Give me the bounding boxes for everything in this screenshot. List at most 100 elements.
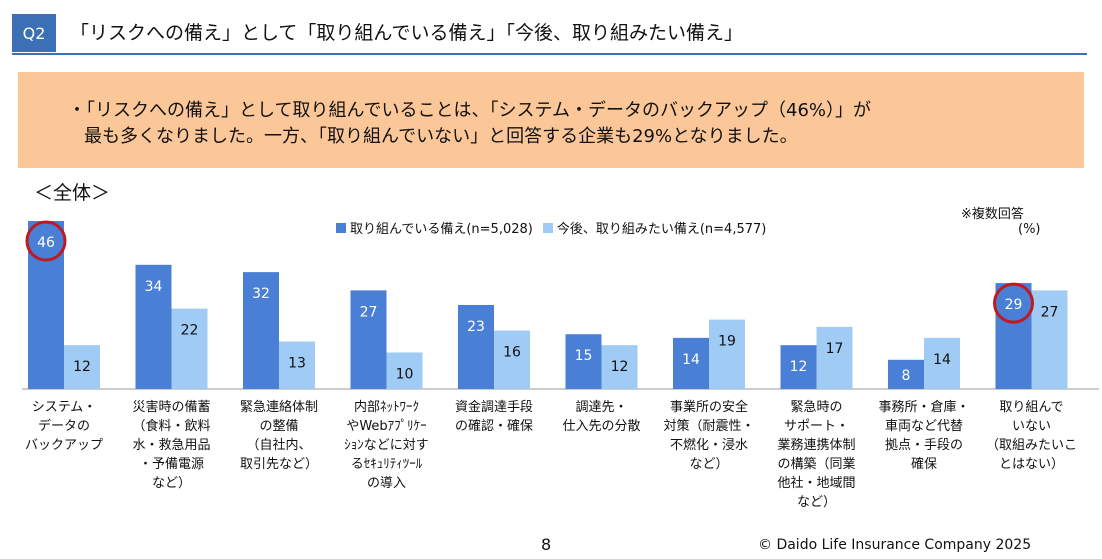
category-label-0-line-2: バックアップ bbox=[25, 438, 103, 453]
legend-label-future: 今後、取り組みたい備え(n=4,577) bbox=[556, 222, 767, 237]
category-label-8-line-2: 拠点・手段の bbox=[885, 438, 963, 453]
category-label-6-line-3: など） bbox=[689, 457, 728, 472]
category-label-9-line-2: （取組みたいこ bbox=[986, 438, 1077, 453]
legend-swatch-future bbox=[542, 222, 553, 233]
value-label-future-3: 10 bbox=[396, 366, 414, 382]
category-label-0-line-1: データの bbox=[38, 418, 90, 434]
legend-item-current: 取り組んでいる備え(n=5,028) bbox=[336, 218, 533, 237]
bar-current-3 bbox=[350, 290, 387, 389]
bar-current-4 bbox=[458, 305, 494, 389]
category-label-2-line-2: （自社内、 bbox=[246, 437, 311, 453]
bar-future-0 bbox=[64, 345, 100, 389]
highlight-circle-1 bbox=[993, 282, 1034, 324]
bar-future-8 bbox=[924, 337, 960, 389]
bar-future-7 bbox=[816, 326, 853, 389]
value-label-current-3: 27 bbox=[360, 304, 378, 320]
bar-future-4 bbox=[494, 330, 530, 389]
bar-future-3 bbox=[386, 352, 423, 389]
bar-future-6 bbox=[709, 319, 745, 389]
category-label-2-line-3: 取引先など） bbox=[240, 457, 318, 472]
category-label-4-line-0: 資金調達手段 bbox=[455, 399, 533, 415]
value-label-future-8: 14 bbox=[933, 352, 951, 368]
legend-swatch-current bbox=[336, 222, 346, 233]
value-label-future-0: 12 bbox=[73, 359, 91, 375]
category-label-3-line-3: るｾｷｭﾘﾃｨﾂｰﾙ bbox=[351, 457, 423, 472]
bar-current-5 bbox=[565, 334, 602, 389]
bar-future-1 bbox=[171, 308, 208, 389]
question-badge: Q2 bbox=[12, 14, 56, 52]
category-label-4-line-1: の確認・確保 bbox=[455, 418, 533, 434]
bar-current-7 bbox=[780, 345, 817, 389]
summary-line-1: ・「リスクへの備え」として取り組んでいることは、「システム・データのバックアップ… bbox=[68, 100, 872, 121]
category-label-1-line-3: ・予備電源 bbox=[139, 456, 204, 472]
bar-current-2 bbox=[243, 272, 279, 389]
category-label-6-line-1: 対策（耐震性・ bbox=[663, 418, 754, 434]
value-label-current-1: 34 bbox=[145, 279, 163, 295]
category-label-7-line-3: の構築（同業 bbox=[777, 456, 855, 472]
chart-legend: 取り組んでいる備え(n=5,028) 今後、取り組みたい備え(n=4,577) bbox=[336, 218, 776, 237]
value-label-current-9: 29 bbox=[1005, 297, 1023, 313]
category-label-3-line-1: やWebｱﾌﾟﾘｹｰ bbox=[346, 419, 426, 434]
scope-label: ＜全体＞ bbox=[34, 182, 111, 204]
value-label-current-4: 23 bbox=[467, 319, 485, 335]
highlight-circle-0 bbox=[25, 220, 67, 262]
category-label-6-line-0: 事業所の安全 bbox=[670, 399, 748, 415]
multiple-answer-note: ※複数回答 bbox=[961, 207, 1024, 222]
legend-item-future: 今後、取り組みたい備え(n=4,577) bbox=[542, 218, 767, 237]
category-label-6-line-2: 不燃化・浸水 bbox=[670, 437, 748, 453]
unit-note: (%) bbox=[1018, 222, 1041, 237]
header-underline bbox=[12, 53, 1087, 55]
value-label-future-1: 22 bbox=[181, 323, 199, 339]
category-label-1-line-0: 災害時の備蓄 bbox=[132, 399, 210, 415]
summary-box: ・「リスクへの備え」として取り組んでいることは、「システム・データのバックアップ… bbox=[18, 72, 1084, 168]
bar-current-9 bbox=[995, 283, 1032, 389]
category-label-7-line-0: 緊急時の bbox=[790, 400, 842, 415]
value-label-current-0: 46 bbox=[37, 235, 55, 251]
bar-future-5 bbox=[601, 345, 638, 389]
category-label-1-line-1: （食料・飲料 bbox=[132, 418, 210, 434]
category-label-7-line-5: など） bbox=[797, 495, 836, 510]
category-label-2-line-1: の整備 bbox=[259, 418, 298, 434]
category-label-7-line-1: サポート・ bbox=[784, 419, 849, 434]
value-label-future-2: 13 bbox=[288, 356, 306, 372]
category-label-8-line-0: 事務所・倉庫・ bbox=[878, 400, 969, 415]
bar-current-1 bbox=[135, 264, 172, 389]
category-label-3-line-4: の導入 bbox=[367, 476, 406, 491]
value-label-current-8: 8 bbox=[902, 368, 911, 384]
category-label-9-line-3: とはない） bbox=[999, 457, 1064, 472]
category-label-3-line-0: 内部ﾈｯﾄﾜｰｸ bbox=[354, 399, 419, 415]
question-title: 「リスクへの備え」として「取り組んでいる備え」「今後、取り組みたい備え」 bbox=[70, 22, 743, 44]
category-label-5-line-1: 仕入先の分散 bbox=[562, 419, 640, 434]
category-label-8-line-3: 確保 bbox=[911, 456, 937, 472]
category-label-1-line-4: など） bbox=[152, 476, 191, 491]
value-label-future-5: 12 bbox=[611, 359, 629, 375]
copyright: © Daido Life Insurance Company 2025 bbox=[758, 537, 1032, 553]
category-label-1-line-2: 水・救急用品 bbox=[132, 437, 210, 453]
bar-current-6 bbox=[673, 337, 709, 389]
category-label-7-line-2: 業務連携体制 bbox=[777, 437, 855, 453]
bar-future-9 bbox=[1031, 290, 1068, 389]
value-label-current-7: 12 bbox=[790, 359, 808, 375]
category-label-7-line-4: 他社・地域間 bbox=[777, 475, 855, 491]
legend-label-current: 取り組んでいる備え(n=5,028) bbox=[350, 222, 533, 237]
value-label-current-6: 14 bbox=[682, 352, 700, 368]
category-label-8-line-1: 車両など代替 bbox=[885, 419, 963, 434]
category-label-2-line-0: 緊急連絡体制 bbox=[240, 399, 318, 415]
bar-current-0 bbox=[28, 221, 64, 389]
value-label-current-2: 32 bbox=[252, 286, 270, 302]
category-label-5-line-0: 調達先・ bbox=[575, 400, 627, 415]
value-label-future-7: 17 bbox=[826, 341, 844, 357]
category-label-0-line-0: システム・ bbox=[32, 400, 97, 415]
bar-future-2 bbox=[279, 341, 315, 389]
summary-line-2: 最も多くなりました。一方、「取り組んでいない」と回答する企業も29%となりました… bbox=[84, 126, 798, 147]
value-label-current-5: 15 bbox=[575, 348, 593, 364]
page-number: 8 bbox=[541, 535, 552, 554]
category-label-3-line-2: ｼｮﾝなどに対す bbox=[344, 438, 429, 453]
question-header: Q2 「リスクへの備え」として「取り組んでいる備え」「今後、取り組みたい備え」 bbox=[12, 14, 1087, 55]
value-label-future-4: 16 bbox=[503, 345, 521, 361]
bar-current-8 bbox=[888, 359, 924, 389]
value-label-future-9: 27 bbox=[1041, 304, 1059, 320]
category-label-9-line-0: 取り組んで bbox=[999, 400, 1063, 415]
value-label-future-6: 19 bbox=[718, 334, 736, 350]
